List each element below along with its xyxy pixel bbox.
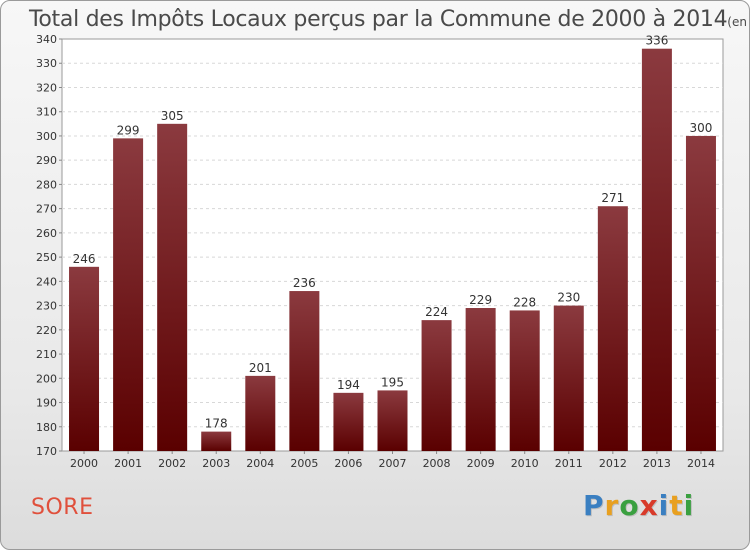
y-tick-label: 300: [36, 130, 57, 143]
bar-2005: [289, 291, 320, 451]
x-tick-label: 2010: [511, 457, 539, 470]
y-tick-label: 270: [36, 203, 57, 216]
x-axis-labels: 2000 2001 2002 2003 2004 2005 2006 2007 2008 2009…: [70, 451, 715, 470]
x-tick-label: 2008: [423, 457, 451, 470]
y-tick-label: 230: [36, 300, 57, 313]
x-tick-label: 2000: [70, 457, 98, 470]
bar-value-label: 271: [601, 191, 624, 205]
y-tick-label: 170: [36, 445, 57, 458]
bar-2004: [245, 375, 276, 451]
x-tick-label: 2009: [467, 457, 495, 470]
y-tick-label: 290: [36, 154, 57, 167]
y-tick-label: 240: [36, 275, 57, 288]
logo-letter: t: [669, 489, 684, 522]
bar-2008: [421, 320, 452, 451]
y-tick-label: 260: [36, 227, 57, 240]
bar-2013: [641, 48, 672, 451]
logo-letter: i: [658, 489, 670, 522]
x-tick-label: 2001: [114, 457, 142, 470]
bar-2009: [465, 308, 496, 451]
y-tick-label: 220: [36, 324, 57, 337]
x-tick-label: 2014: [687, 457, 715, 470]
x-tick-label: 2012: [599, 457, 627, 470]
bar-value-label: 336: [645, 34, 668, 48]
y-axis-labels: 170 180 190 200 210 220 230 240 250 260 270 280 290 3…: [36, 33, 62, 458]
y-tick-label: 190: [36, 397, 57, 410]
bar-2002: [157, 123, 188, 451]
bar-value-label: 201: [249, 361, 272, 375]
bar-value-label: 230: [557, 291, 580, 305]
x-tick-label: 2007: [379, 457, 407, 470]
bar-value-label: 228: [513, 295, 536, 309]
bar-value-label: 300: [690, 121, 713, 135]
proxiti-logo[interactable]: Proxiti: [583, 489, 694, 522]
bar-2012: [597, 206, 628, 451]
logo-letter: i: [683, 489, 695, 522]
y-tick-label: 320: [36, 81, 57, 94]
logo-letter: P: [583, 489, 605, 522]
bar-value-label: 246: [73, 252, 96, 266]
x-tick-label: 2004: [246, 457, 274, 470]
y-tick-label: 210: [36, 348, 57, 361]
logo-letter: x: [639, 489, 659, 522]
x-tick-label: 2005: [290, 457, 318, 470]
y-tick-label: 200: [36, 372, 57, 385]
bar-2003: [201, 431, 232, 451]
x-tick-label: 2011: [555, 457, 583, 470]
y-tick-label: 330: [36, 57, 57, 70]
bar-value-label: 229: [469, 293, 492, 307]
bars: 246 299 305 178 201 236 194 195 224 229 228 230 271 3…: [69, 34, 716, 452]
bar-2010: [509, 310, 540, 451]
y-tick-label: 280: [36, 178, 57, 191]
bar-2006: [333, 392, 364, 451]
bar-2001: [113, 138, 144, 452]
title-text: Total des Impôts Locaux perçus par la Co…: [29, 7, 728, 32]
y-tick-label: 250: [36, 251, 57, 264]
bar-value-label: 305: [161, 109, 184, 123]
bar-value-label: 224: [425, 305, 448, 319]
y-tick-label: 180: [36, 421, 57, 434]
bar-2011: [553, 305, 584, 451]
bar-value-label: 195: [381, 375, 404, 389]
bar-value-label: 178: [205, 417, 228, 431]
logo-letter: r: [604, 489, 620, 522]
bar-value-label: 299: [117, 123, 140, 137]
commune-name: SORE: [31, 495, 94, 520]
x-tick-label: 2003: [202, 457, 230, 470]
x-tick-label: 2013: [643, 457, 671, 470]
y-tick-label: 340: [36, 33, 57, 46]
bar-2007: [377, 390, 408, 451]
bar-2014: [685, 135, 716, 452]
bar-2000: [69, 266, 100, 451]
x-tick-label: 2002: [158, 457, 186, 470]
bar-value-label: 236: [293, 276, 316, 290]
bar-value-label: 194: [337, 378, 360, 392]
title-unit: (en milliers d'€): [727, 15, 749, 29]
chart-title: Total des Impôts Locaux perçus par la Co…: [29, 7, 749, 32]
logo-letter: o: [619, 489, 640, 522]
y-tick-label: 310: [36, 106, 57, 119]
x-tick-label: 2006: [334, 457, 362, 470]
